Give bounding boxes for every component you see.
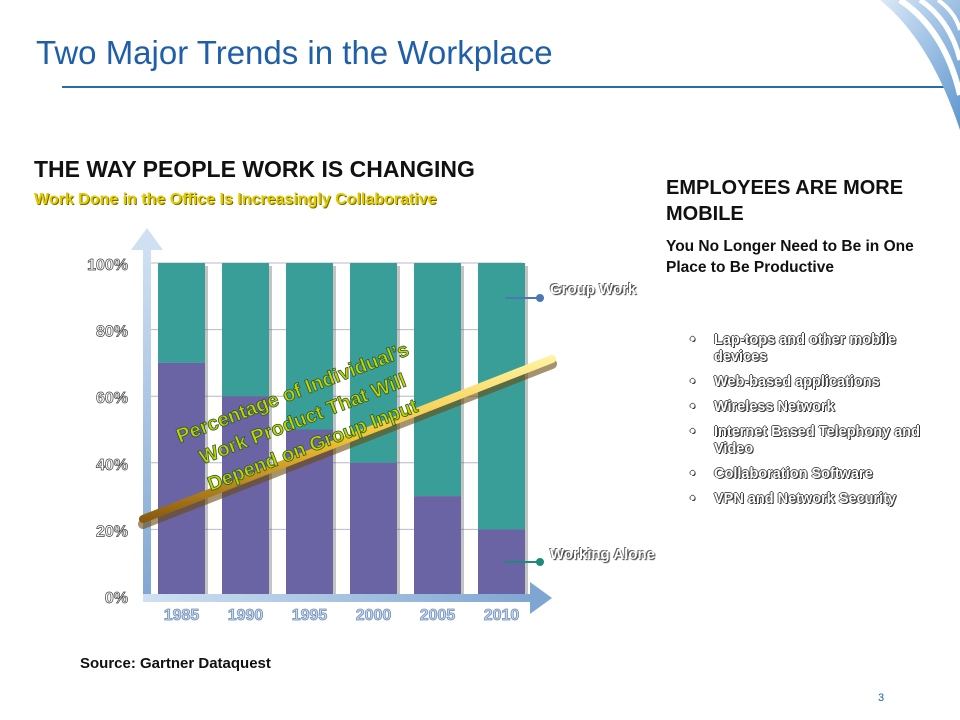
y-tick-label: 0% [105,590,128,607]
x-tick-label: 2010 [484,607,520,624]
mobile-subheading: You No Longer Need to Be in One Place to… [666,238,914,276]
working-alone-marker [536,558,544,566]
trend-line [139,355,556,523]
mobile-bullet-item: Web-based applications [690,374,950,391]
mobile-bullet-list: Lap-tops and other mobile devices Web-bas… [690,332,950,516]
bar-group-work [286,263,333,430]
trend-line-shadow [138,359,557,529]
bar-working-alone [222,396,269,596]
bar-group-work [222,263,269,397]
y-tick-label: 100% [87,257,128,274]
source-note: Source: Gartner Dataquest [80,655,271,672]
corner-decoration [880,0,960,130]
mobile-heading: EMPLOYEES ARE MORE MOBILE [666,177,904,225]
x-axis [143,594,533,602]
mobile-bullet-item: VPN and Network Security [690,491,950,508]
mobile-bullet-item: Collaboration Software [690,466,950,483]
x-tick-label: 1985 [164,607,200,624]
legend-working-alone: Working Alone [550,546,655,563]
chart-heading: THE WAY PEOPLE WORK IS CHANGING [34,156,475,182]
x-tick-label: 1995 [292,607,328,624]
mobile-bullet-item: Internet Based Telephony and Video [690,424,950,458]
x-tick-label: 2000 [356,607,392,624]
mobile-bullet-item: Wireless Network [690,399,950,416]
x-axis-arrow [530,582,552,614]
group-work-marker [536,294,544,302]
bar-working-alone [158,362,205,596]
bar-group-work [478,263,525,530]
page-number: 3 [878,692,885,704]
bar-working-alone [414,496,461,596]
bar-working-alone [350,462,397,596]
x-tick-label: 1990 [228,607,264,624]
legend-group-work: Group Work [550,281,637,298]
x-tick-label: 2005 [420,607,456,624]
chart-subheading: Work Done in the Office Is Increasingly … [34,191,437,208]
y-tick-label: 20% [96,523,128,540]
y-axis-arrow [131,228,163,250]
bar-group-work [414,263,461,497]
y-tick-label: 80% [96,324,128,341]
bar-group-work [158,263,205,363]
slide-title: Two Major Trends in the Workplace [36,34,553,71]
y-tick-label: 40% [96,457,128,474]
y-tick-label: 60% [96,390,128,407]
mobile-bullet-item: Lap-tops and other mobile devices [690,332,950,366]
title-underline [62,86,960,88]
y-axis [143,248,151,600]
